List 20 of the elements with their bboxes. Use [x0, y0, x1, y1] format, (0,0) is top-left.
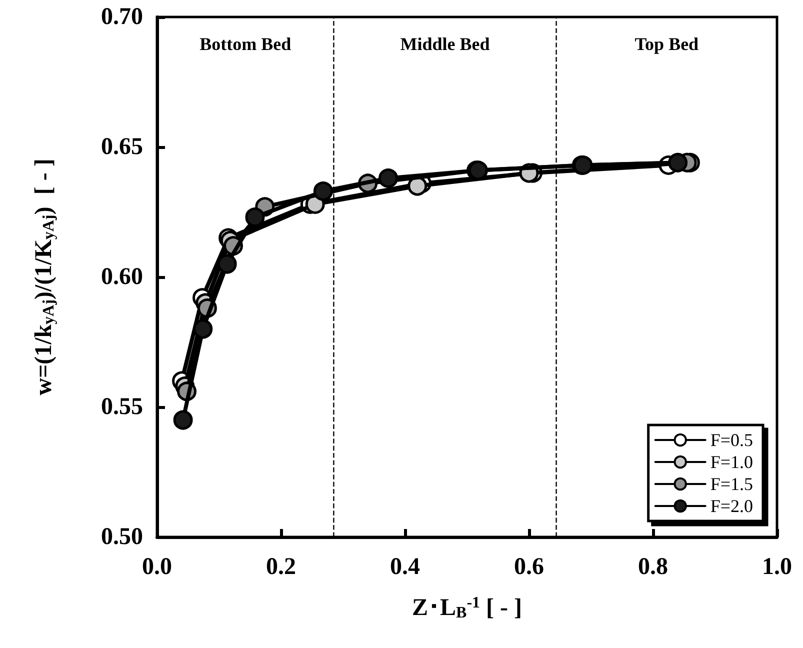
- legend-label: F=0.5: [710, 430, 754, 450]
- y-tick-label: 0.55: [101, 394, 143, 420]
- x-tick-label: 0.6: [514, 554, 544, 580]
- legend-label: F=1.5: [710, 474, 754, 494]
- annotation: Middle Bed: [400, 34, 490, 54]
- annotation: Top Bed: [634, 34, 699, 54]
- y-tick-label: 0.50: [101, 524, 143, 550]
- x-tick-label: 1.0: [762, 554, 792, 580]
- x-tick-label: 0.2: [266, 554, 296, 580]
- legend-label: F=2.0: [710, 496, 754, 516]
- legend-label: F=1.0: [710, 452, 754, 472]
- x-tick-label: 0.0: [142, 554, 172, 580]
- y-tick-label: 0.65: [101, 134, 143, 160]
- x-tick-label: 0.4: [390, 554, 420, 580]
- annotation: Bottom Bed: [200, 34, 292, 54]
- x-tick-label: 0.8: [638, 554, 668, 580]
- y-tick-label: 0.70: [101, 4, 143, 30]
- y-tick-label: 0.60: [101, 264, 143, 290]
- x-axis-title: Z･LB-1 [ - ]: [412, 594, 522, 622]
- y-axis-title: w=(1/kyAj)/(1/KyAj) [ - ]: [31, 158, 58, 396]
